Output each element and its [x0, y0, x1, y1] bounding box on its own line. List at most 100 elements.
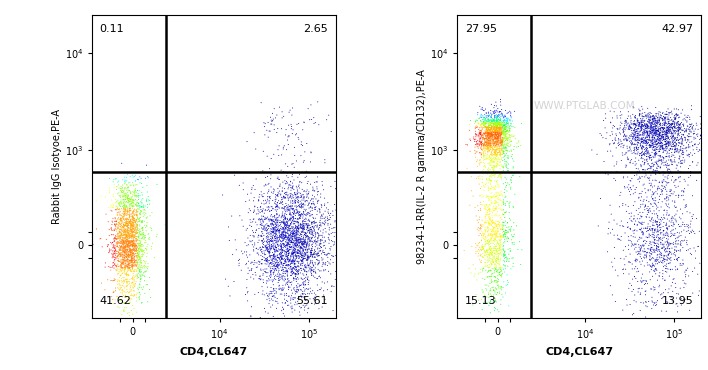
Point [501, 133, 513, 139]
Point [110, 204, 122, 210]
Point [639, 204, 650, 210]
Point [641, 149, 653, 155]
Point [634, 122, 646, 128]
Point [475, 132, 486, 138]
Point [123, 252, 135, 258]
Point [646, 128, 657, 134]
Point [120, 212, 131, 218]
Point [619, 262, 630, 268]
Point [639, 151, 650, 157]
Point [636, 119, 648, 125]
Point [655, 249, 666, 255]
Point [502, 115, 513, 121]
Point [663, 260, 675, 266]
Point [484, 127, 495, 133]
Point [135, 239, 147, 245]
Point [489, 201, 500, 207]
Point [123, 273, 135, 279]
Point [483, 240, 494, 246]
Point [667, 140, 678, 146]
Point [501, 272, 513, 278]
Point [124, 243, 135, 249]
Point [282, 236, 293, 242]
Point [282, 233, 294, 239]
Point [627, 131, 639, 137]
Point [130, 309, 142, 315]
Point [489, 238, 501, 244]
Point [675, 242, 686, 248]
Point [475, 134, 486, 140]
Point [268, 127, 280, 132]
Point [120, 255, 131, 261]
Point [267, 235, 278, 241]
Point [117, 185, 128, 191]
Point [495, 149, 506, 155]
Point [498, 243, 509, 249]
Point [486, 124, 498, 130]
Point [479, 248, 490, 253]
Point [481, 139, 492, 145]
Point [273, 205, 285, 211]
Point [498, 212, 509, 218]
Point [491, 135, 502, 141]
Point [288, 195, 299, 201]
Point [121, 233, 132, 239]
Point [301, 243, 312, 249]
Point [135, 219, 147, 225]
Point [647, 226, 658, 232]
Point [490, 134, 501, 140]
Point [302, 262, 314, 268]
Point [476, 142, 487, 148]
Point [268, 252, 279, 258]
Point [493, 262, 505, 268]
Point [478, 150, 489, 156]
Point [301, 227, 312, 233]
Point [282, 141, 294, 147]
Point [489, 140, 500, 146]
Point [484, 124, 496, 130]
Point [127, 279, 138, 285]
Point [296, 239, 307, 245]
Point [122, 282, 134, 287]
Point [309, 268, 321, 274]
Point [483, 134, 494, 139]
Point [299, 232, 310, 238]
Point [475, 130, 486, 136]
Point [285, 304, 297, 310]
Point [309, 205, 321, 211]
Point [321, 252, 332, 258]
Point [491, 246, 502, 252]
Point [280, 230, 292, 236]
Point [478, 152, 489, 158]
Point [299, 230, 311, 236]
Point [611, 113, 622, 119]
Point [122, 267, 134, 273]
Point [137, 272, 148, 278]
Point [495, 159, 506, 165]
Point [680, 146, 692, 152]
Point [314, 222, 325, 228]
Point [129, 240, 140, 246]
Point [639, 263, 650, 269]
Point [273, 263, 284, 269]
Point [303, 221, 314, 227]
Point [492, 121, 503, 127]
Point [292, 240, 304, 246]
Point [486, 132, 498, 138]
Point [495, 233, 506, 239]
Point [684, 231, 695, 236]
Point [120, 217, 131, 223]
Point [489, 154, 501, 160]
Point [127, 303, 138, 309]
Point [653, 290, 664, 296]
Point [656, 199, 668, 205]
Point [649, 151, 660, 157]
Point [126, 296, 137, 302]
Point [476, 141, 488, 147]
Point [313, 250, 324, 256]
Point [496, 274, 507, 280]
Point [274, 228, 285, 233]
Point [118, 258, 130, 264]
Point [484, 145, 495, 151]
Point [491, 151, 502, 157]
